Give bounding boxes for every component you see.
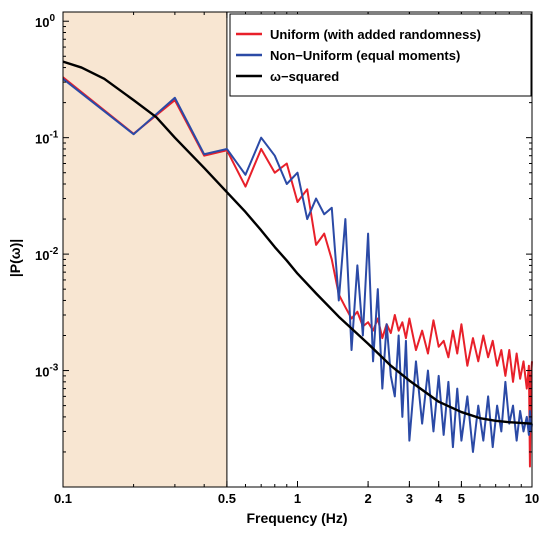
y-tick-label: 100 [35, 13, 55, 30]
y-axis-title: |P(ω)| [7, 239, 23, 277]
y-tick-label: 10-1 [35, 130, 59, 147]
legend-entry-label: Non−Uniform (equal moments) [270, 48, 460, 63]
y-tick-label: 10-3 [35, 363, 59, 380]
x-tick-label: 0.5 [218, 491, 236, 506]
x-tick-label: 4 [435, 491, 443, 506]
series-line-omega-squared [62, 60, 533, 425]
legend-entry-label: Uniform (with added randomness) [270, 27, 481, 42]
x-tick-label: 3 [406, 491, 413, 506]
legend-box [229, 13, 532, 97]
series-layer [62, 60, 533, 468]
legend: Uniform (with added randomness) Non−Unifo… [229, 13, 532, 97]
x-tick-label: 10 [525, 491, 539, 506]
shaded-region [63, 12, 227, 487]
y-tick-label: 10-2 [35, 246, 59, 263]
x-axis-title: Frequency (Hz) [246, 510, 347, 526]
series-line-uniform [62, 76, 533, 468]
shaded-region-layer [63, 12, 228, 487]
x-tick-label: 5 [458, 491, 465, 506]
tick-labels-layer: 0.1 0.5 1 2 3 4 5 10 10-3 10-2 10-1 100 [35, 13, 539, 506]
series-line-non-uniform [62, 78, 533, 453]
x-tick-label: 0.1 [54, 491, 72, 506]
x-tick-label: 2 [364, 491, 371, 506]
x-tick-label: 1 [294, 491, 301, 506]
legend-entry-label: ω−squared [270, 69, 339, 84]
